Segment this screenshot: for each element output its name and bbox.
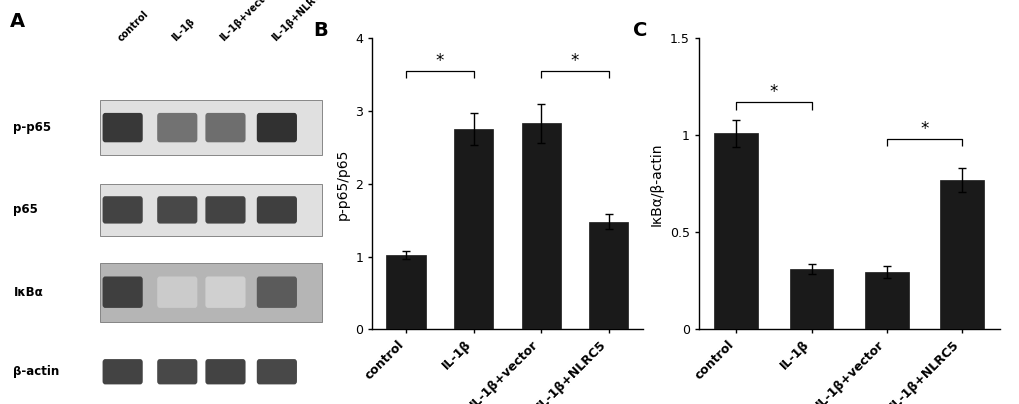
Bar xyxy=(521,124,560,329)
Text: p65: p65 xyxy=(13,203,39,217)
Text: control: control xyxy=(115,9,150,43)
FancyBboxPatch shape xyxy=(103,196,143,223)
Text: A: A xyxy=(10,12,25,31)
FancyBboxPatch shape xyxy=(257,196,297,223)
Bar xyxy=(864,272,908,329)
Text: IκBα: IκBα xyxy=(13,286,43,299)
Text: β-actin: β-actin xyxy=(13,365,59,378)
Text: C: C xyxy=(632,21,646,40)
Text: *: * xyxy=(769,83,777,101)
Bar xyxy=(453,129,493,329)
FancyBboxPatch shape xyxy=(205,196,246,223)
FancyBboxPatch shape xyxy=(205,276,246,308)
FancyBboxPatch shape xyxy=(157,196,197,223)
Bar xyxy=(940,180,983,329)
Bar xyxy=(713,133,757,329)
FancyBboxPatch shape xyxy=(257,276,297,308)
Bar xyxy=(100,184,322,236)
Text: B: B xyxy=(313,21,327,40)
FancyBboxPatch shape xyxy=(257,113,297,142)
Text: *: * xyxy=(571,52,579,69)
Text: IL-1β: IL-1β xyxy=(170,17,197,43)
Text: IL-1β+vector: IL-1β+vector xyxy=(218,0,275,43)
Bar xyxy=(100,100,322,155)
FancyBboxPatch shape xyxy=(103,359,143,384)
Text: *: * xyxy=(919,120,927,138)
Y-axis label: p-p65/p65: p-p65/p65 xyxy=(335,148,350,219)
FancyBboxPatch shape xyxy=(103,276,143,308)
Bar xyxy=(589,222,628,329)
FancyBboxPatch shape xyxy=(103,113,143,142)
FancyBboxPatch shape xyxy=(205,359,246,384)
Bar xyxy=(789,269,833,329)
Text: IL-1β+NLRC5: IL-1β+NLRC5 xyxy=(270,0,327,43)
FancyBboxPatch shape xyxy=(157,276,197,308)
Text: *: * xyxy=(435,52,443,69)
FancyBboxPatch shape xyxy=(205,113,246,142)
Bar xyxy=(386,255,425,329)
Text: p-p65: p-p65 xyxy=(13,121,52,134)
Bar xyxy=(100,348,322,396)
Bar xyxy=(100,263,322,322)
FancyBboxPatch shape xyxy=(157,113,197,142)
FancyBboxPatch shape xyxy=(157,359,197,384)
Y-axis label: IκBα/β-actin: IκBα/β-actin xyxy=(649,142,663,225)
FancyBboxPatch shape xyxy=(257,359,297,384)
